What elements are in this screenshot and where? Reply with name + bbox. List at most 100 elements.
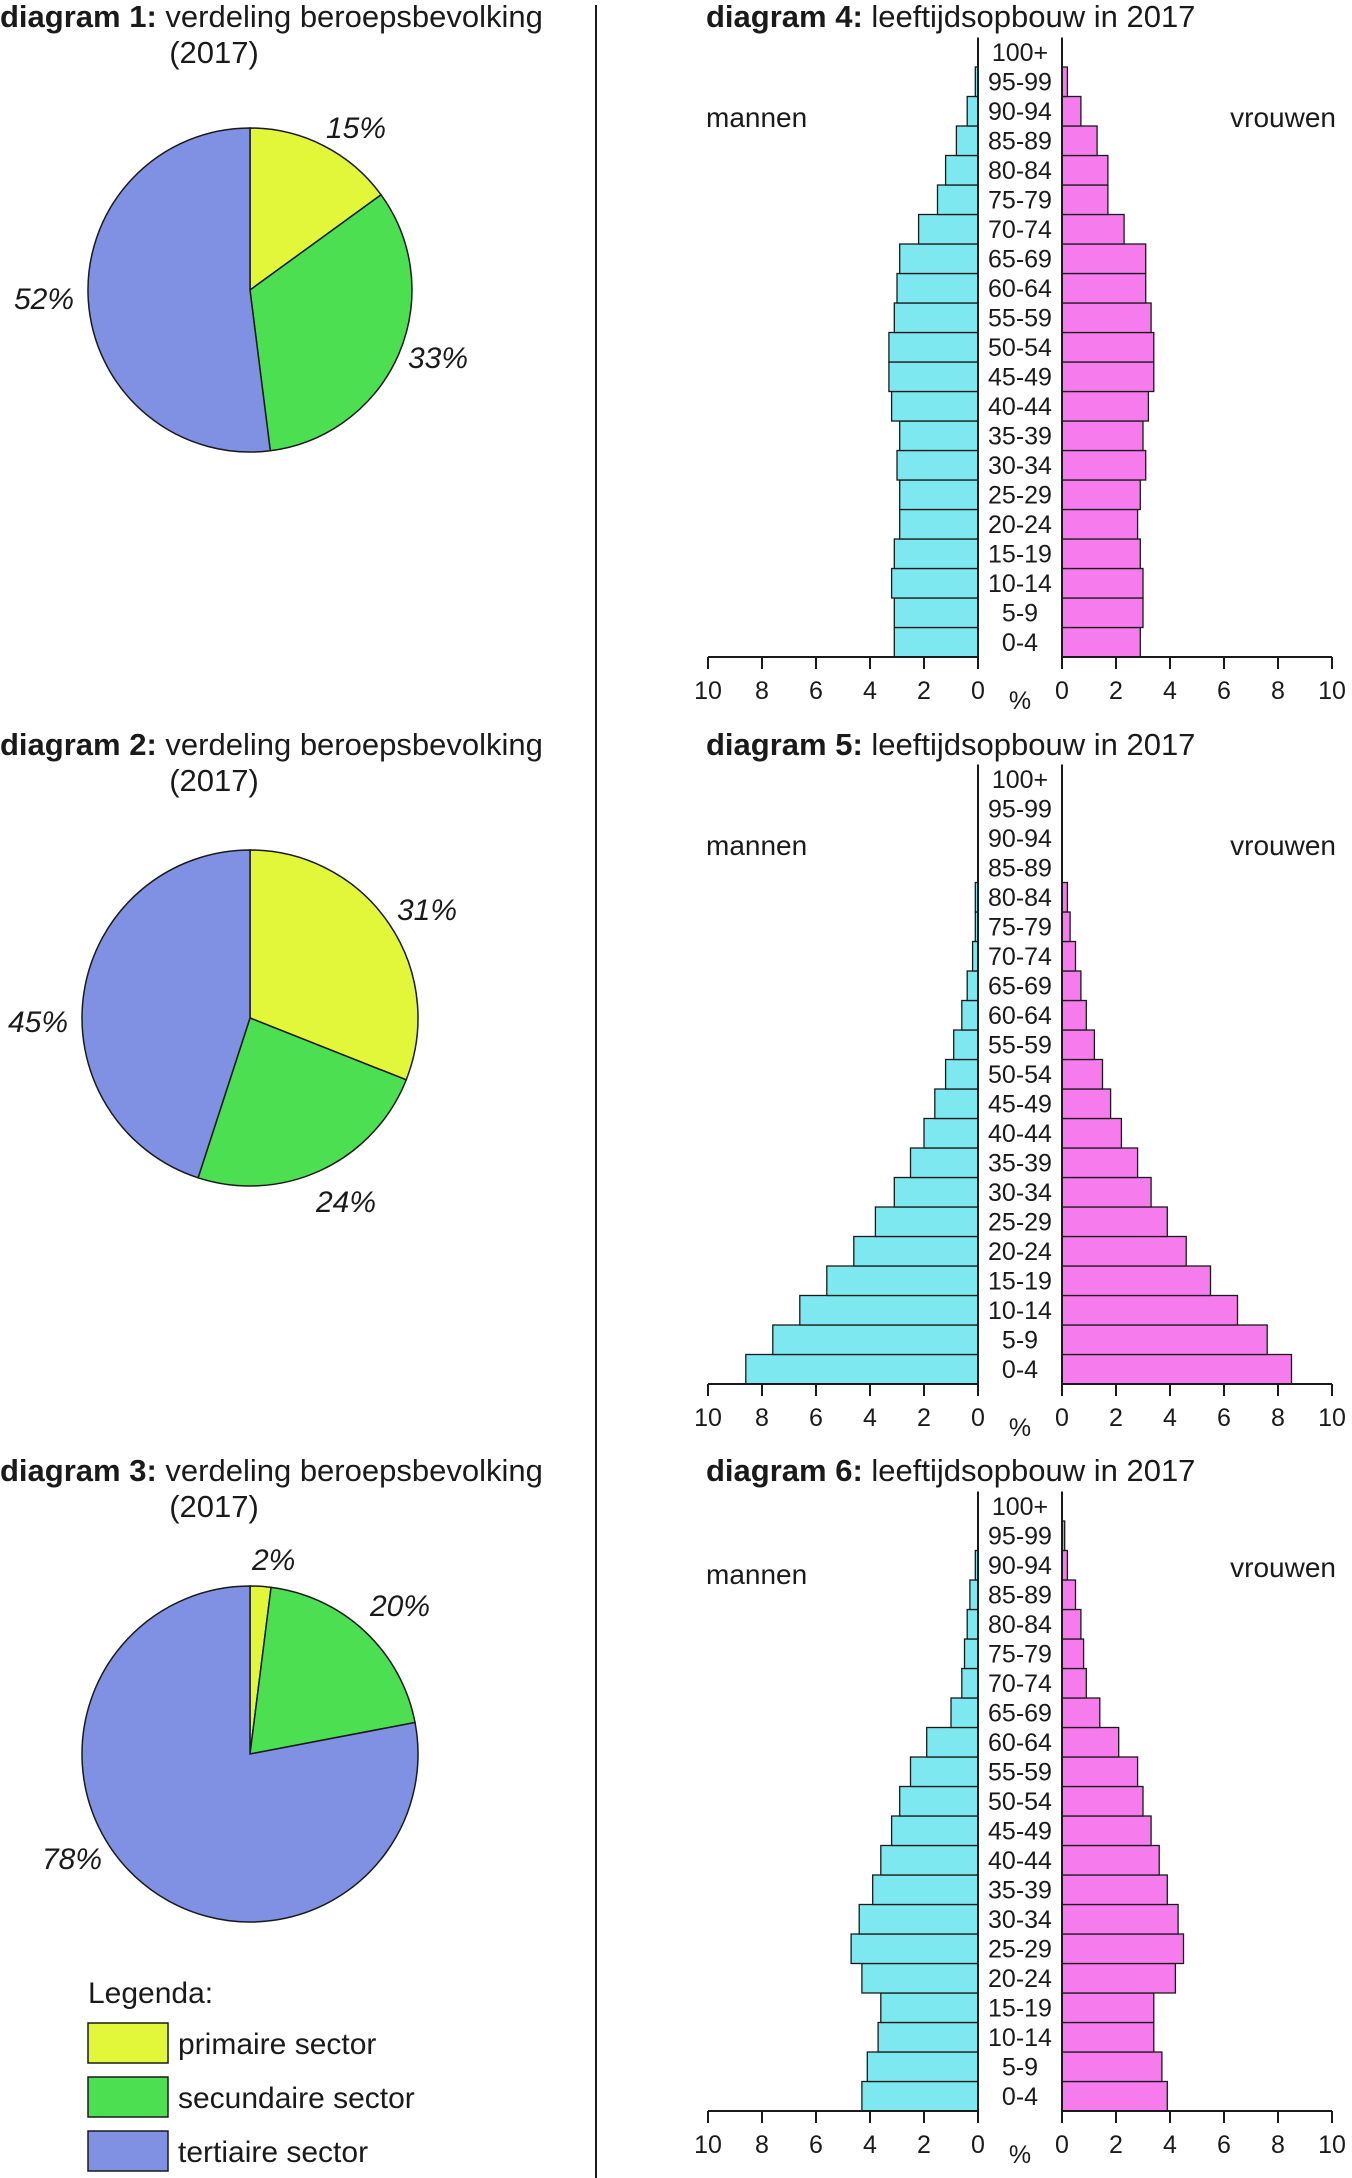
pyramid-4-bar-women [1061, 479, 1141, 511]
pyramid-6-bar-men [858, 1903, 979, 1935]
legend: Legenda: primaire sector secundaire sect… [87, 1977, 415, 2172]
pyramid-5-tick-label-men: 2 [917, 1404, 931, 1432]
pyramid-5-bar-women [1061, 911, 1071, 943]
legend-swatch-tertiary [87, 2130, 169, 2172]
pyramid-6-men-label: mannen [706, 1559, 807, 1590]
pyramid-4-bar-women [1061, 302, 1152, 334]
pie-title-2-rest: verdeling beroepsbevolking [165, 727, 542, 762]
pyramid-6-age-label: 65-69 [988, 1700, 1052, 1728]
pyramid-6-bar-men [950, 1697, 979, 1729]
pie-title-2-line2: (2017) [169, 763, 259, 798]
pyramid-5-age-label: 10-14 [988, 1297, 1052, 1325]
pie-1-slice-secondary [249, 193, 413, 452]
pyramid-5-age-label: 40-44 [988, 1120, 1052, 1148]
pyramid-4-bar-men [899, 479, 979, 511]
pyramid-5-women-label: vrouwen [1230, 830, 1336, 861]
pie-title-3: diagram 3: verdeling beroepsbevolking (2… [0, 1453, 543, 1524]
pyramid-4-tick-label-women: 8 [1271, 677, 1285, 705]
pyramid-6-age-label: 75-79 [988, 1641, 1052, 1669]
pie-2-slice-secondary [197, 1017, 408, 1187]
pyramid-4-bar-men [890, 567, 979, 599]
pyramid-4-age-label: 10-14 [988, 570, 1052, 598]
pie-title-3-line2: (2017) [169, 1489, 259, 1524]
pyramid-4-age-label: 35-39 [988, 423, 1052, 451]
pyramid-4-age-label: 85-89 [988, 128, 1052, 156]
pyramid-5-bar-women [1061, 970, 1082, 1002]
pyramid-5-tick-label-women: 4 [1163, 1404, 1177, 1432]
pyramid-4-age-label: 25-29 [988, 482, 1052, 510]
pie-3-label-tertiary: 78% [42, 1843, 102, 1876]
pyramid-5-bar-women [1061, 1058, 1104, 1090]
pyramid-6-tick-label-men: 2 [917, 2131, 931, 2159]
pyramid-6-age-label: 0-4 [1002, 2083, 1038, 2111]
pyramid-6-bar-men [969, 1579, 979, 1611]
pyramid-4-tick-label-women: 4 [1163, 677, 1177, 705]
pyramid-6-age-label: 85-89 [988, 1582, 1052, 1610]
pyramid-4-bar-women [1061, 125, 1098, 157]
pyramid-4-bar-men [899, 420, 979, 452]
pyramid-4-age-label: 55-59 [988, 305, 1052, 333]
pyramid-6-age-label: 70-74 [988, 1670, 1052, 1698]
pyramid-4-bar-women [1061, 213, 1125, 245]
pyramid-5-age-label: 60-64 [988, 1002, 1052, 1030]
pyramid-6-bar-women [1061, 2021, 1155, 2053]
pyramid-6-bar-women [1061, 1815, 1152, 1847]
pyramid-6-bar-women [1061, 1608, 1082, 1640]
pyramid-4-bar-men [888, 361, 979, 393]
pyramid-6-bar-men [899, 1785, 979, 1817]
pyramid-6-age-label: 30-34 [988, 1906, 1052, 1934]
pyramid-6-age-label: 5-9 [1002, 2054, 1038, 2082]
pyramid-4-age-label: 90-94 [988, 98, 1052, 126]
pyramid-4-bar-men [966, 95, 979, 127]
pyramid-4-bar-men [893, 626, 979, 658]
pyramid-4-bar-women [1061, 184, 1109, 216]
pyramid-5-bar-men [944, 1058, 979, 1090]
pyramid-6-tick-label-women: 6 [1217, 2131, 1231, 2159]
pyramid-4-age-label: 60-64 [988, 275, 1052, 303]
pyramid-6-age-label: 50-54 [988, 1788, 1052, 1816]
pie-2-slice-tertiary [81, 849, 251, 1179]
pyramid-5-age-label: 75-79 [988, 914, 1052, 942]
legend-title: Legenda: [88, 1977, 213, 2010]
pyramid-5-age-label: 0-4 [1002, 1356, 1038, 1384]
pyramid-6-age-label: 10-14 [988, 2024, 1052, 2052]
pyramid-4-bar-women [1061, 243, 1147, 275]
pyramid-4-tick-label-men: 6 [809, 677, 823, 705]
pyramid-4-age-label: 0-4 [1002, 629, 1038, 657]
pyramid-6-bar-women [1061, 1962, 1177, 1994]
pyramid-6-bar-women [1061, 1785, 1144, 1817]
pyramid-5-bar-women [1061, 1029, 1096, 1061]
pyramid-5-bar-women [1061, 1088, 1112, 1120]
pyramid-5-age-label: 95-99 [988, 796, 1052, 824]
pyramid-4-age-label: 15-19 [988, 541, 1052, 569]
pie-chart-1 [87, 127, 413, 453]
pyramid-5-age-label: 70-74 [988, 943, 1052, 971]
pyramid-5-tick-label-men: 10 [694, 1404, 722, 1432]
pyramid-5-bar-men [953, 1029, 979, 1061]
pyramid-4-bar-men [955, 125, 979, 157]
svg-text:diagram 3: verdeling beroepsbe: diagram 3: verdeling beroepsbevolking [0, 1453, 543, 1488]
pyramid-5-age-label: 85-89 [988, 855, 1052, 883]
pyramid-6-bar-men [850, 1933, 979, 1965]
pyramid-5-bar-women [1061, 1206, 1168, 1238]
pyramid-5-tick-label-women: 10 [1318, 1404, 1346, 1432]
pyramid-6-bar-women [1061, 1579, 1077, 1611]
pyramid-4-bar-men [944, 154, 979, 186]
pyramid-5-bar-men [745, 1353, 979, 1385]
pyramid-4-tick-label-women: 0 [1055, 677, 1069, 705]
pyramid-6-unit-label: % [1009, 2141, 1031, 2169]
pyramid-title-5-rest: leeftijdsopbouw in 2017 [871, 727, 1195, 762]
pyramid-5-bar-women [1061, 1324, 1268, 1356]
pyramid-4-tick-label-men: 8 [755, 677, 769, 705]
svg-text:diagram 1: verdeling beroepsbe: diagram 1: verdeling beroepsbevolking [0, 0, 543, 34]
pyramid-6-age-label: 15-19 [988, 1995, 1052, 2023]
pyramid-4-women-label: vrouwen [1230, 102, 1336, 133]
pyramid-6-bar-women [1061, 2051, 1163, 2083]
pyramid-5-bar-men [874, 1206, 979, 1238]
pyramid-5-tick-label-women: 0 [1055, 1404, 1069, 1432]
pyramid-5-age-label: 90-94 [988, 825, 1052, 853]
pyramid-4-bar-men [893, 302, 979, 334]
pie-1-slice-primary [249, 127, 383, 292]
pyramid-5-bar-women [1061, 1353, 1293, 1385]
